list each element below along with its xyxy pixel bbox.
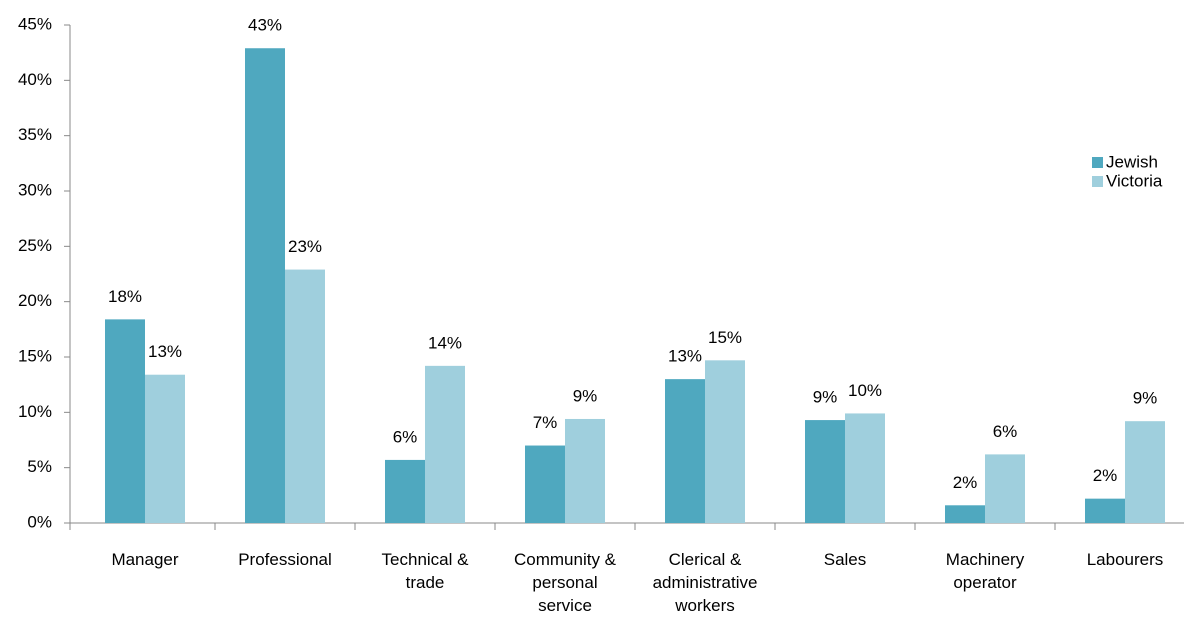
y-tick-label: 15% (18, 346, 52, 365)
y-tick-label: 35% (18, 125, 52, 144)
bar (945, 505, 985, 523)
bar (385, 459, 425, 523)
x-tick-label: Machinery operator (946, 550, 1025, 592)
x-tick-label: Community & personal service (514, 550, 617, 615)
value-label: 9% (813, 388, 838, 407)
y-tick-label: 0% (27, 512, 52, 531)
y-tick-label: 20% (18, 291, 52, 310)
x-tick-label: Clerical & administrative workers (653, 550, 758, 615)
legend-swatch (1092, 157, 1103, 168)
value-label: 43% (248, 16, 282, 35)
x-tick-label: Professional (238, 550, 332, 569)
value-label: 2% (1093, 466, 1118, 485)
y-tick-label: 45% (18, 14, 52, 33)
legend-label: Victoria (1106, 171, 1163, 190)
x-tick-label: Labourers (1087, 550, 1164, 569)
value-label: 13% (668, 347, 702, 366)
y-tick-label: 25% (18, 236, 52, 255)
bar (145, 374, 185, 523)
y-tick-label: 30% (18, 180, 52, 199)
value-label: 2% (953, 473, 978, 492)
y-tick-label: 40% (18, 70, 52, 89)
value-label: 6% (393, 427, 418, 446)
bar (285, 269, 325, 523)
legend-label: Jewish (1106, 152, 1158, 171)
bar (425, 365, 465, 523)
bar (1125, 421, 1165, 523)
value-label: 10% (848, 381, 882, 400)
bar (1085, 498, 1125, 523)
bar (705, 360, 745, 523)
value-label: 18% (108, 287, 142, 306)
bar (565, 418, 605, 523)
bar (665, 379, 705, 523)
bar (985, 454, 1025, 523)
value-label: 15% (708, 328, 742, 347)
value-label: 23% (288, 237, 322, 256)
x-tick-label: Manager (111, 550, 178, 569)
x-tick-label: Technical & trade (382, 550, 470, 592)
value-label: 7% (533, 413, 558, 432)
value-label: 14% (428, 333, 462, 352)
value-label: 9% (573, 386, 598, 405)
value-label: 9% (1133, 389, 1158, 408)
bar (845, 413, 885, 523)
bar (105, 319, 145, 523)
bar (525, 445, 565, 523)
bar (245, 48, 285, 524)
value-label: 13% (148, 342, 182, 361)
y-tick-label: 10% (18, 402, 52, 421)
bar (805, 420, 845, 523)
legend-swatch (1092, 176, 1103, 187)
x-tick-label: Sales (824, 550, 867, 569)
y-tick-label: 5% (27, 457, 52, 476)
value-label: 6% (993, 422, 1018, 441)
